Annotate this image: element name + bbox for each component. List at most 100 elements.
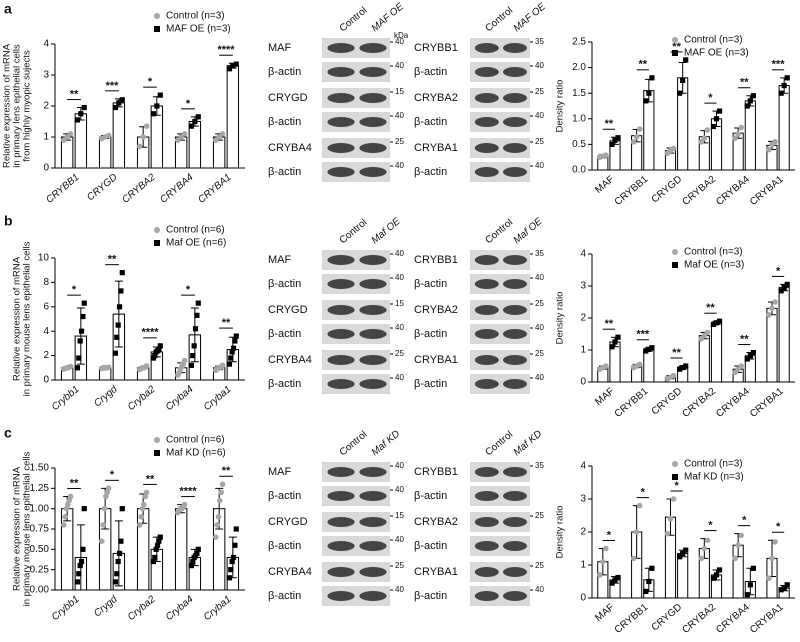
blot-band (327, 279, 355, 289)
x-tick-label: CRYGD (85, 172, 119, 203)
lane-header: Maf KD (512, 428, 545, 458)
y-tick-label: 3 (43, 70, 49, 81)
significance-label: ** (638, 59, 647, 71)
data-point (747, 98, 753, 104)
lane-header: Control (483, 217, 515, 246)
kda-marker: 40 (395, 273, 404, 282)
data-point (114, 334, 120, 340)
significance-label: ** (146, 473, 155, 485)
data-point (738, 363, 745, 369)
y-tick-label: 1.0 (572, 113, 586, 124)
y-tick-label: 2.0 (572, 62, 586, 73)
data-point (744, 592, 750, 598)
significance-label: * (708, 520, 713, 532)
blot-band (503, 517, 527, 527)
y-tick-label: 4 (580, 461, 586, 472)
legend-label: Maf OE (n=3) (684, 260, 744, 271)
panel-letter: c (4, 425, 12, 441)
data-point (677, 554, 683, 560)
band-label: β-actin (414, 278, 447, 290)
band-label: CRYGD (268, 516, 308, 528)
blot-band (503, 67, 527, 77)
kda-marker: 40 (395, 323, 404, 332)
blot-band (474, 255, 499, 265)
data-point (140, 134, 146, 140)
y-tick-label: 0.5 (572, 139, 586, 150)
data-point (683, 547, 689, 553)
data-point (141, 501, 147, 508)
blot-band (359, 305, 387, 315)
kda-marker: 40 (535, 585, 544, 594)
data-point (116, 550, 123, 556)
blot-band (503, 541, 527, 551)
blot-band (503, 117, 527, 127)
band-label: β-actin (414, 116, 447, 128)
data-point (750, 349, 756, 356)
data-point (217, 497, 223, 504)
x-tick-label: CRYBA2 (680, 602, 718, 636)
data-point (769, 305, 775, 312)
significance-label: * (110, 469, 115, 481)
data-point (188, 563, 195, 569)
data-point (713, 572, 720, 578)
kda-marker: 25 (535, 561, 544, 570)
blot-band (359, 541, 387, 551)
bar (710, 322, 723, 383)
legend-marker (154, 13, 160, 19)
data-point (612, 137, 618, 143)
x-tick-label: CRYBA1 (748, 386, 786, 420)
data-point (630, 139, 637, 145)
data-point (600, 558, 606, 565)
y-tick-label: 0.25 (30, 564, 50, 575)
data-point (738, 124, 745, 131)
kda-marker: 40 (395, 37, 404, 46)
kda-marker: 40 (535, 273, 544, 282)
data-point (769, 555, 775, 562)
data-point (76, 355, 82, 361)
x-tick-label: CRYGD (650, 386, 685, 418)
data-point (643, 98, 649, 104)
legend-marker (672, 474, 678, 480)
data-point (609, 580, 615, 586)
data-point (219, 362, 226, 369)
band-label: CRYGD (268, 92, 308, 104)
data-point (78, 328, 85, 334)
blot-band (474, 591, 499, 601)
y-tick-label: 0.0 (572, 165, 586, 176)
kda-marker: 35 (535, 249, 544, 258)
legend-label: MAF OE (n=3) (684, 48, 749, 59)
kda-marker: 40 (395, 373, 404, 382)
data-point (609, 344, 615, 350)
kda-marker: 40 (395, 111, 404, 120)
blot-band (503, 167, 527, 177)
data-point (78, 558, 85, 565)
significance-label: * (186, 98, 191, 110)
data-point (643, 348, 649, 354)
band-label: CRYGD (268, 304, 308, 316)
y-axis-label: Density ratio (555, 292, 566, 345)
blot-band (503, 355, 527, 365)
blot-band (474, 279, 499, 289)
legend-marker (672, 262, 678, 268)
significance-label: ** (108, 254, 117, 266)
blot-band (474, 117, 499, 127)
y-axis-label: Relative expression of mRNA (12, 256, 23, 381)
band-label: β-actin (414, 328, 447, 340)
data-point (157, 343, 163, 349)
kda-marker: 40 (395, 461, 404, 470)
blot-band (327, 305, 355, 315)
data-point (194, 312, 200, 318)
data-point (704, 329, 711, 336)
data-point (683, 57, 689, 63)
data-point (60, 522, 67, 528)
blot-band (503, 143, 527, 153)
data-point (105, 364, 112, 370)
data-point (781, 82, 787, 89)
data-point (195, 546, 201, 552)
significance-label: **** (141, 327, 159, 339)
data-point (784, 75, 790, 81)
band-label: CRYBA1 (414, 354, 458, 366)
data-point (81, 300, 87, 306)
data-point (596, 572, 603, 578)
significance-label: * (148, 76, 153, 88)
